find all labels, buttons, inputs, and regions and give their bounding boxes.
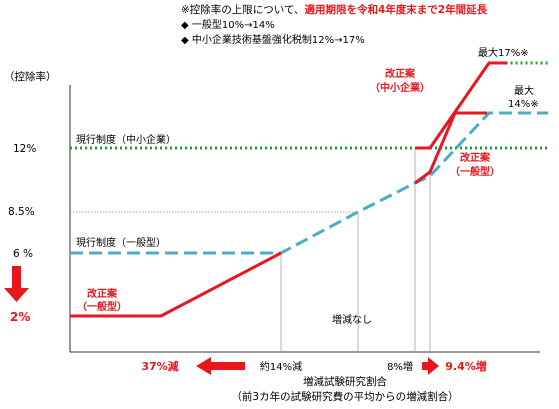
x-annot-14: 約14%減 [260,360,302,373]
y-tick-2: 2% [10,310,30,324]
y-tick-8-5: 8.5% [8,206,35,218]
label-current-chusho: 現行制度（中小企業） [76,133,176,146]
x-axis-label: 増減試験研究割合 [303,375,387,388]
y-tick-12: 12% [13,143,36,155]
label-max17: 最大17%※ [478,46,529,59]
series-current-ippan [70,111,548,255]
label-kaisei-ippan-right-2: （一般型） [450,165,500,178]
x-annot-no-change: 増減なし [332,313,372,326]
y-axis-label: （控除率） [4,70,57,83]
left-arrow-icon [196,357,245,375]
label-kaisei-ippan-left-1: 改正案 [87,287,118,300]
label-kaisei-ippan-right-1: 改正案 [460,151,491,164]
label-kaisei-chusho-2: （中小企業） [370,81,430,94]
right-arrow-icon [422,357,439,375]
down-arrow-icon [4,266,29,302]
label-current-ippan: 現行制度（一般型） [76,236,166,249]
x-axis-sublabel: （前3カ年の試験研究費の平均からの増減割合） [231,390,458,403]
label-max14-1: 最大 [514,84,534,97]
header-bullet-2: ◆ 中小企業技術基盤強化税制12%→17% [181,33,365,46]
x-annot-9-4: 9.4%増 [445,359,487,373]
series-kaisei-ippan-right [414,111,487,185]
x-annot-8: 8%増 [387,360,413,373]
label-kaisei-chusho-1: 改正案 [385,67,416,80]
x-annot-37: 37%減 [141,359,178,373]
header-note: ※控除率の上限について、適用期限を令和4年度末まで2年間延長 [181,3,488,16]
label-kaisei-ippan-left-2: （一般型） [77,300,127,313]
y-tick-6: 6 % [13,248,33,260]
header-bullet-1: ◆ 一般型10%→14% [181,18,275,31]
series-kaisei-chusho-red [415,61,507,150]
label-max14-2: 14%※ [508,99,539,110]
series-kaisei-ippan [70,251,282,318]
